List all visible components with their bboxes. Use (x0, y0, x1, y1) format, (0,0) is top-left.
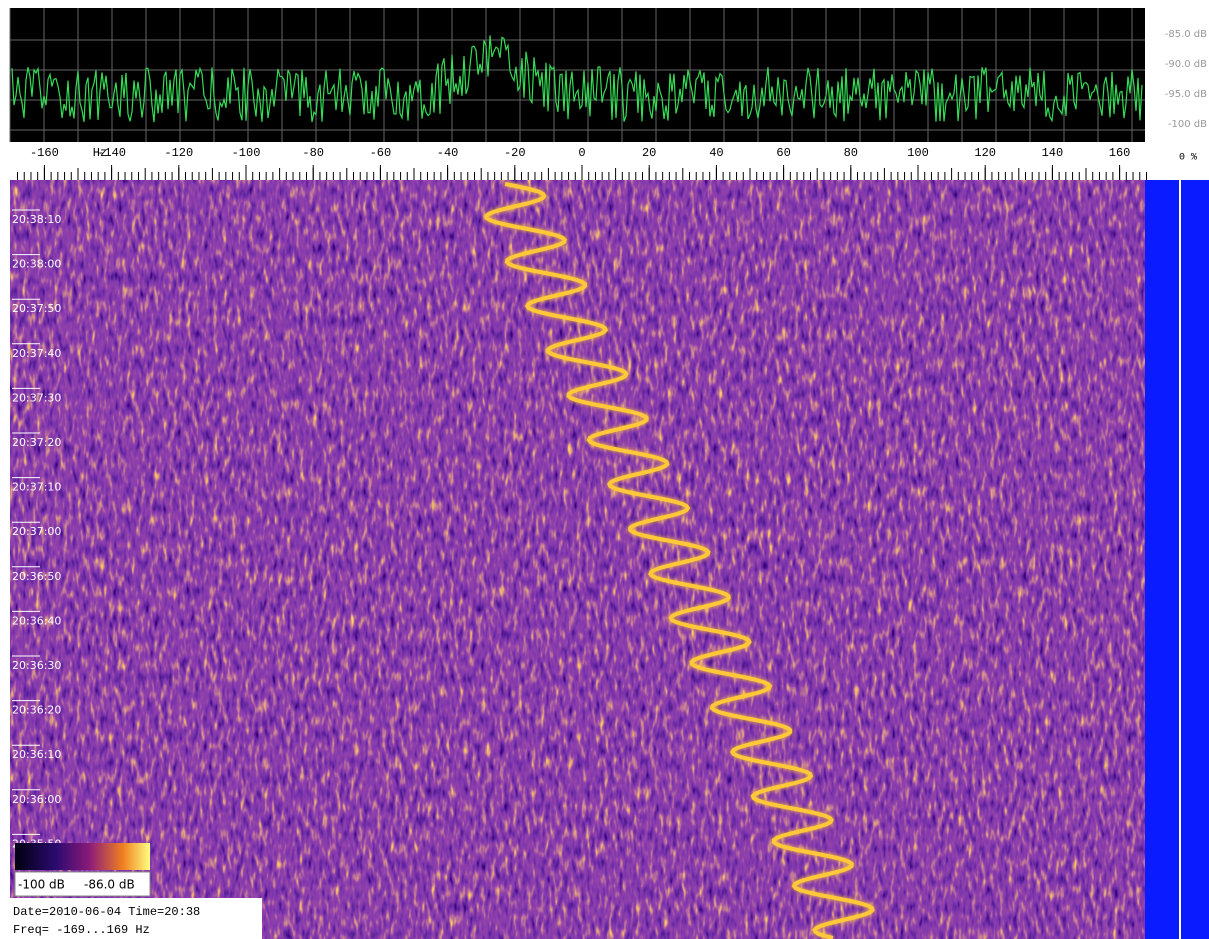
time-label: 20:37:10 (12, 481, 61, 494)
frequency-tick-label: 100 (907, 146, 929, 160)
frequency-tick-label: -140 (97, 146, 126, 160)
time-label: 20:37:20 (12, 436, 61, 449)
db-tick-label: -100 dB (1168, 119, 1207, 130)
time-label: 20:37:40 (12, 347, 61, 360)
frequency-tick-label: 40 (709, 146, 723, 160)
legend-labels-box (14, 871, 151, 897)
colormap (15, 843, 150, 870)
frequency-unit: Hz (93, 146, 107, 160)
time-label: 20:38:00 (12, 258, 61, 271)
time-label: 20:38:10 (12, 213, 61, 226)
level-bar (1145, 180, 1209, 939)
time-label: 20:36:20 (12, 704, 61, 717)
frequency-tick-label: -60 (370, 146, 392, 160)
db-tick-label: -85.0 dB (1165, 29, 1207, 40)
frequency-tick-label: 80 (844, 146, 858, 160)
frequency-tick-label: -80 (302, 146, 324, 160)
time-label: 20:37:50 (12, 302, 61, 315)
spectrum-trace (11, 35, 1143, 123)
signal-trace (484, 182, 875, 939)
percent-label: 0 % (1179, 153, 1197, 164)
time-label: 20:36:30 (12, 659, 61, 672)
info-date: Date=2010-06-04 Time=20:38 (13, 905, 200, 919)
frequency-tick-label: 120 (974, 146, 996, 160)
frequency-tick-label: -120 (164, 146, 193, 160)
info-freq: Freq= -169...169 Hz (13, 923, 150, 937)
time-label: 20:36:50 (12, 570, 61, 583)
time-label: 20:36:00 (12, 793, 61, 806)
legend-max: -86.0 dB (84, 878, 135, 892)
frequency-tick-label: 20 (642, 146, 656, 160)
frequency-tick-label: 140 (1042, 146, 1064, 160)
frequency-tick-label: 60 (776, 146, 790, 160)
frequency-tick-label: 0 (578, 146, 585, 160)
db-scale-area (1145, 8, 1209, 142)
db-tick-label: -95.0 dB (1165, 89, 1207, 100)
frequency-tick-label: -40 (437, 146, 459, 160)
time-label: 20:36:40 (12, 614, 61, 627)
frequency-tick-label: 160 (1109, 146, 1131, 160)
frequency-tick-label: -160 (30, 146, 59, 160)
info-box (10, 898, 262, 939)
time-label: 20:37:00 (12, 525, 61, 538)
waterfall (10, 180, 1145, 939)
frequency-tick-label: -100 (232, 146, 261, 160)
frequency-tick-label: -20 (504, 146, 526, 160)
time-label: 20:37:30 (12, 391, 61, 404)
db-tick-label: -90.0 dB (1165, 59, 1207, 70)
legend-min: -100 dB (18, 878, 65, 892)
time-label: 20:36:10 (12, 748, 61, 761)
